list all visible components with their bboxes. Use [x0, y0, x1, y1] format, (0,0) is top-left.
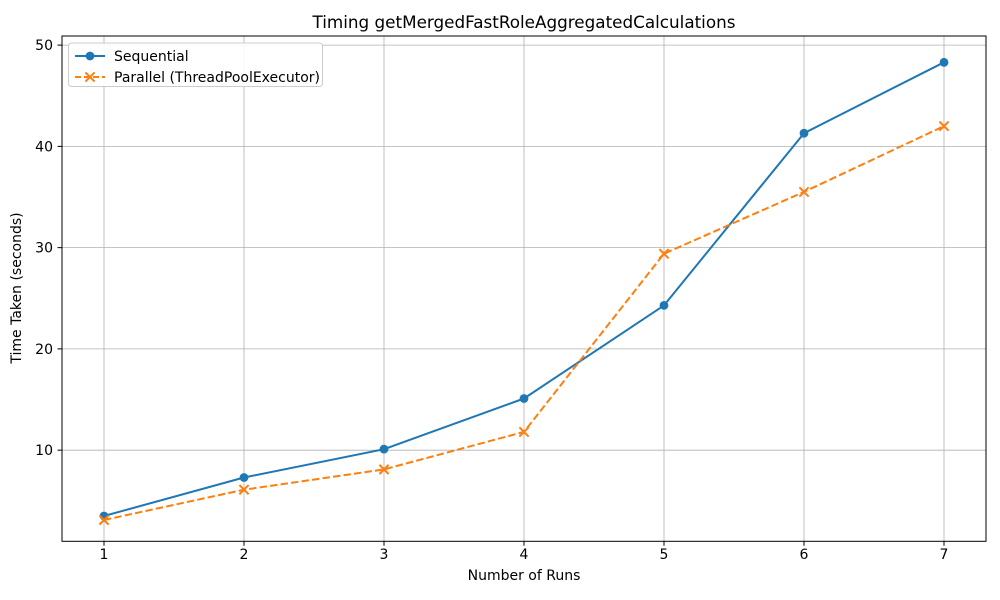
- x-marker-stroke: [98, 514, 110, 526]
- x-marker-stroke: [518, 426, 530, 438]
- data-point-x-marker: [378, 464, 390, 475]
- x-tick-label: 3: [380, 547, 389, 563]
- x-tick-label: 1: [100, 547, 109, 563]
- x-marker-stroke: [658, 248, 670, 260]
- data-point-circle-marker: [379, 444, 389, 454]
- legend-label: Parallel (ThreadPoolExecutor): [114, 70, 320, 86]
- legend-box: [68, 42, 323, 87]
- legend-label: Sequential: [114, 49, 189, 65]
- x-marker-stroke: [238, 484, 250, 495]
- x-tick-label: 2: [240, 547, 249, 563]
- legend-circle-marker: [85, 51, 95, 61]
- data-point-x-marker: [938, 120, 950, 132]
- y-axis-label: Time Taken (seconds): [9, 212, 25, 364]
- x-tick-label: 5: [660, 547, 669, 563]
- y-tick-label: 20: [35, 342, 53, 358]
- data-point-x-marker: [518, 426, 530, 438]
- y-tick-label: 30: [35, 241, 53, 257]
- legend: Sequential Parallel (ThreadPoolExecutor): [68, 42, 323, 87]
- data-point-circle-marker: [239, 473, 249, 482]
- data-point-x-marker: [658, 248, 670, 260]
- data-point-x-marker: [798, 186, 810, 198]
- x-tick-label: 6: [800, 547, 809, 563]
- x-axis-label: Number of Runs: [468, 568, 581, 584]
- y-tick-label: 50: [35, 38, 53, 54]
- data-point-circle-marker: [519, 394, 529, 403]
- chart-title: Timing getMergedFastRoleAggregatedCalcul…: [312, 12, 736, 32]
- x-tick-label: 4: [520, 547, 529, 563]
- x-marker-stroke: [938, 120, 950, 132]
- data-point-x-marker: [238, 484, 250, 495]
- data-point-circle-marker: [939, 57, 949, 67]
- legend-item-sequential: Sequential: [75, 49, 189, 65]
- data-point-x-marker: [98, 514, 110, 526]
- legend-item-parallel: Parallel (ThreadPoolExecutor): [75, 70, 320, 86]
- x-tick-label: 7: [940, 547, 949, 563]
- y-tick-label: 40: [35, 139, 53, 155]
- y-tick-label: 10: [35, 443, 53, 459]
- x-marker-stroke: [378, 464, 390, 475]
- data-point-circle-marker: [799, 128, 809, 138]
- data-point-circle-marker: [659, 300, 669, 310]
- legend-x-marker: [84, 71, 96, 83]
- x-marker-stroke: [798, 186, 810, 198]
